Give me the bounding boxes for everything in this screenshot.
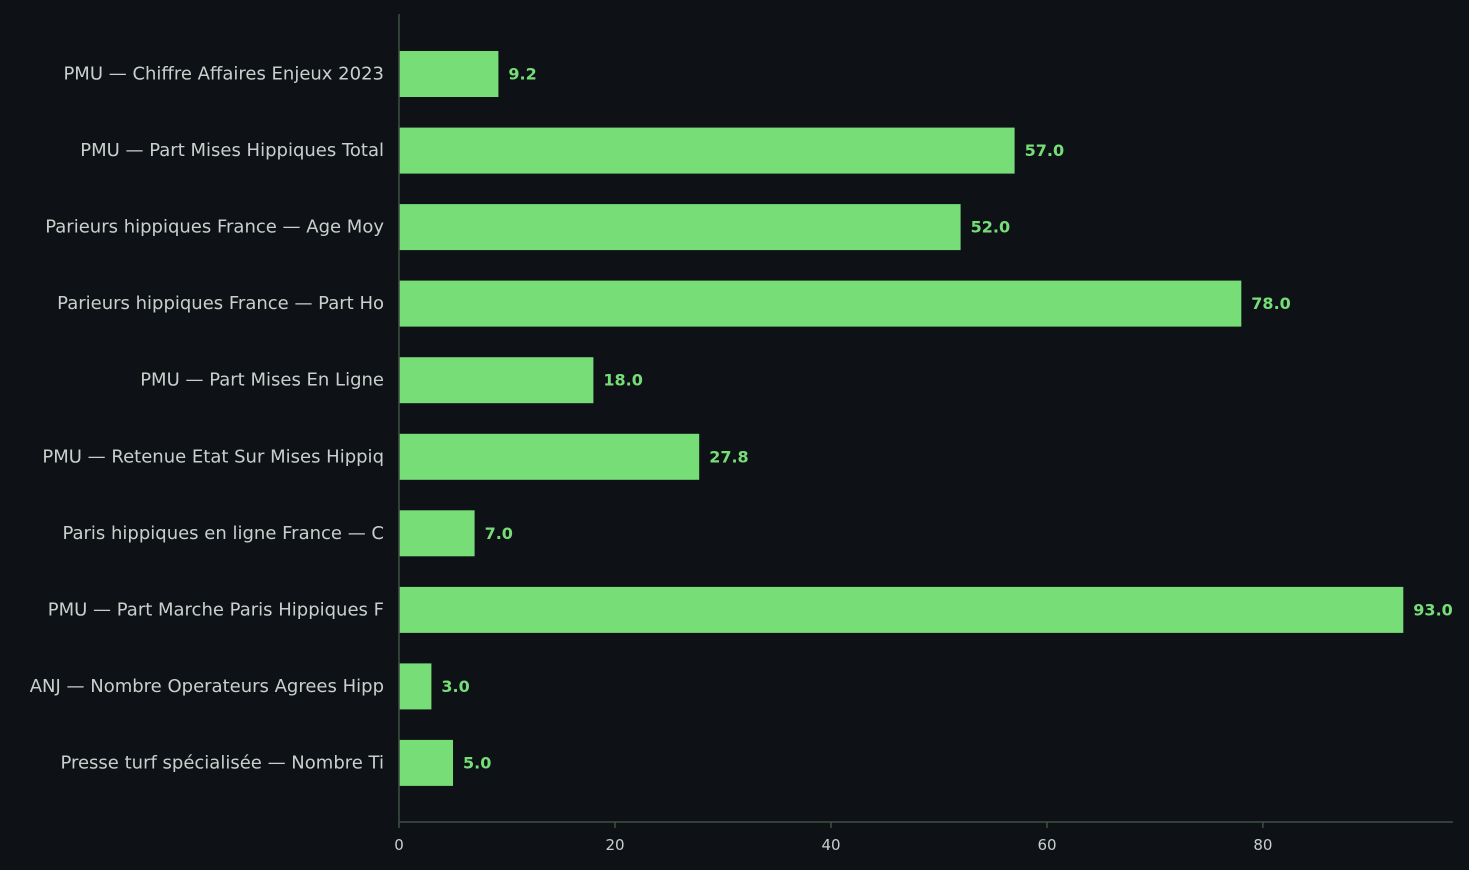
value-label: 7.0: [485, 524, 513, 543]
value-label: 57.0: [1025, 141, 1064, 160]
bar: [399, 280, 1242, 327]
bar: [399, 663, 432, 710]
category-label: PMU — Part Mises Hippiques Total: [80, 140, 384, 161]
value-labels-group: 9.2 57.0 52.0 78.0 18.0 27.8 7.0 93.0 3.0 5.0: [441, 65, 1452, 773]
bars-group: [399, 51, 1404, 786]
bar: [399, 51, 499, 97]
bar: [399, 739, 453, 786]
value-label: 93.0: [1413, 600, 1452, 619]
value-label: 18.0: [603, 371, 642, 390]
category-label: PMU — Part Mises En Ligne: [140, 370, 384, 391]
x-tick-label: 20: [605, 836, 624, 854]
category-label: PMU — Chiffre Affaires Enjeux 2023: [63, 64, 384, 85]
category-label: ANJ — Nombre Operateurs Agrees Hipp: [30, 676, 384, 697]
bar: [399, 127, 1015, 174]
value-label: 78.0: [1251, 294, 1290, 313]
category-label: PMU — Retenue Etat Sur Mises Hippiq: [42, 446, 384, 467]
category-label: Parieurs hippiques France — Part Ho: [57, 293, 384, 314]
category-label: Paris hippiques en ligne France — C: [62, 523, 384, 544]
bar: [399, 357, 594, 404]
value-label: 5.0: [463, 753, 491, 772]
category-label: Parieurs hippiques France — Age Moy: [45, 217, 384, 238]
bar: [399, 510, 475, 557]
category-labels-group: PMU — Chiffre Affaires Enjeux 2023 PMU — …: [30, 64, 385, 774]
x-ticks-group: 0 20 40 60 80: [394, 822, 1272, 854]
bar: [399, 586, 1404, 633]
category-label: Presse turf spécialisée — Nombre Ti: [60, 752, 384, 773]
value-label: 3.0: [441, 677, 469, 696]
x-tick-label: 60: [1037, 836, 1056, 854]
x-tick-label: 0: [394, 836, 404, 854]
value-label: 9.2: [508, 65, 536, 84]
x-tick-label: 40: [821, 836, 840, 854]
bar: [399, 204, 961, 251]
x-tick-label: 80: [1253, 836, 1272, 854]
category-label: PMU — Part Marche Paris Hippiques F: [48, 599, 384, 620]
value-label: 27.8: [709, 447, 748, 466]
bar: [399, 433, 700, 480]
value-label: 52.0: [971, 218, 1010, 237]
